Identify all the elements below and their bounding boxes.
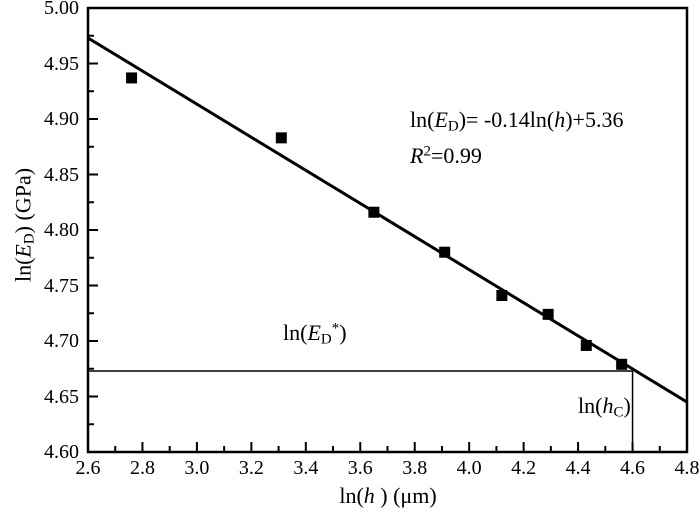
data-point <box>616 358 628 370</box>
plot-frame <box>86 6 689 454</box>
text-segment: * <box>331 320 340 337</box>
text-segment: 2 <box>423 143 431 160</box>
x-tick-label: 3.4 <box>293 457 319 479</box>
y-tick-label: 4.75 <box>44 274 79 297</box>
text-segment: C <box>613 404 624 421</box>
x-axis-title: ln(h ) (μm) <box>339 483 436 509</box>
text-segment: ) (μm) <box>374 483 437 508</box>
text-segment: h <box>363 483 375 508</box>
text-segment: E <box>434 107 448 132</box>
y-axis-title: ln(ED) (GPa) <box>10 168 39 282</box>
x-tick-label: 4.4 <box>565 457 591 479</box>
y-tick-label: 4.70 <box>44 330 79 352</box>
x-tick-label: 4.0 <box>456 457 482 479</box>
x-tick-label: 3.2 <box>238 457 264 479</box>
text-segment: ln( <box>339 483 364 508</box>
text-segment: =0.99 <box>430 143 482 168</box>
critical-modulus-label: ln(ED*) <box>283 320 347 349</box>
text-segment: R <box>410 143 424 168</box>
text-segment: )= -0.14ln( <box>458 107 555 132</box>
y-tick-label: 4.85 <box>44 163 79 186</box>
fit-equation-annotation: ln(ED)= -0.14ln(h)+5.36 <box>410 107 623 136</box>
text-segment: ln( <box>10 257 36 283</box>
x-tick-label: 2.8 <box>129 457 155 479</box>
text-segment: ln( <box>578 393 603 418</box>
data-point <box>580 339 592 351</box>
data-point <box>439 246 451 258</box>
y-tick-label: 4.90 <box>44 108 79 130</box>
text-segment: ) (GPa) <box>10 167 36 234</box>
data-point <box>275 132 287 144</box>
text-segment: D <box>21 233 38 245</box>
text-segment: h <box>602 393 614 418</box>
data-point <box>542 308 554 320</box>
fitted-line <box>87 36 688 404</box>
y-tick-label: 4.80 <box>44 219 79 241</box>
r-squared-annotation: R2=0.99 <box>410 143 482 169</box>
text-segment: )+5.36 <box>565 107 624 132</box>
text-segment: ln( <box>410 107 435 132</box>
x-tick-label: 4.8 <box>674 457 700 479</box>
text-segment: E <box>10 244 36 258</box>
y-tick-label: 4.65 <box>44 385 79 408</box>
y-tick-label: 5.00 <box>44 0 79 19</box>
x-tick-label: 4.2 <box>511 457 537 479</box>
text-segment: h <box>554 107 566 132</box>
data-point <box>126 72 138 84</box>
text-segment: ) <box>339 320 347 345</box>
x-tick-label: 3.0 <box>184 457 210 479</box>
x-tick-label: 2.6 <box>75 457 101 479</box>
x-tick-label: 3.6 <box>347 457 373 479</box>
data-point <box>368 206 380 218</box>
y-tick-label: 4.95 <box>44 52 79 75</box>
text-segment: ln( <box>283 320 308 345</box>
text-segment: D <box>320 331 332 348</box>
x-tick-label: 4.6 <box>620 457 646 479</box>
critical-depth-label: ln(hC) <box>578 393 631 422</box>
text-segment: E <box>307 320 321 345</box>
text-segment: D <box>447 118 459 135</box>
text-segment: ) <box>623 393 631 418</box>
y-tick-label: 4.60 <box>44 441 79 463</box>
data-point <box>496 289 508 301</box>
x-tick-label: 3.8 <box>402 457 428 479</box>
